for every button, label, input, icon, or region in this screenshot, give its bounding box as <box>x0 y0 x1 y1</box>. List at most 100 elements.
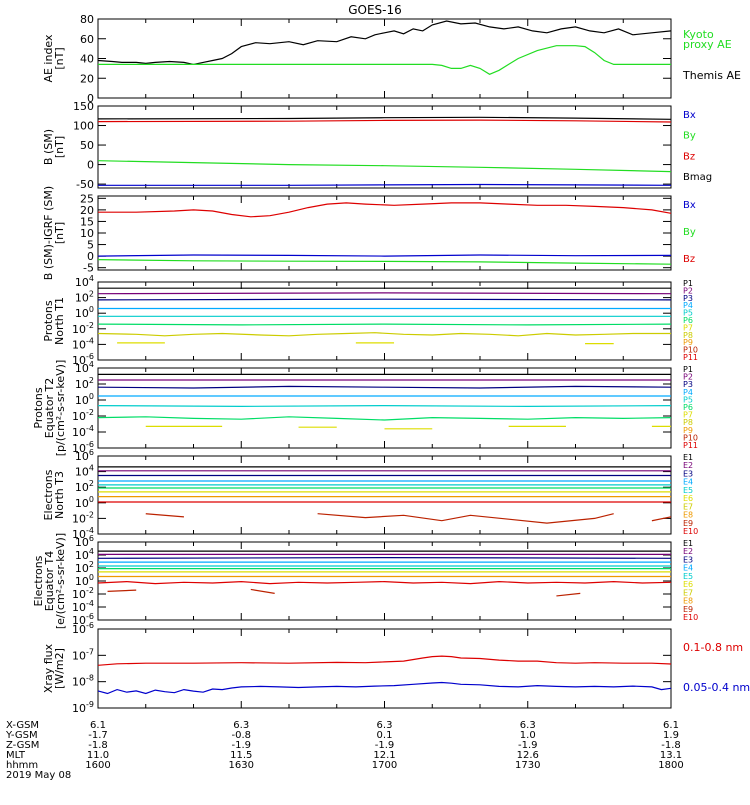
date-label: 2019 May 08 <box>6 770 71 781</box>
y-tick-label-pnt1: 104 <box>75 274 94 289</box>
y-tick-label-eet4: 10-6 <box>72 612 94 627</box>
legend-entry-eet4: E1 <box>683 539 693 548</box>
series-line-xray-0-05-0-4-nm <box>97 681 672 695</box>
y-tick-label-ae: 20 <box>80 72 94 85</box>
y-tick-label-bsm: 0 <box>87 159 94 172</box>
series-line-pnt1-p8 <box>97 332 671 337</box>
legend-entry-pet2: P9 <box>683 426 693 435</box>
legend-entry-ent3: E5 <box>683 486 693 495</box>
y-tick-label-pet2: 10-6 <box>72 440 94 455</box>
y-axis-label-bdiff: B (SM)-IGRF (SM) <box>42 186 55 280</box>
series-line-bsm-bmag <box>97 116 672 120</box>
y-tick-label-bsm: 100 <box>73 120 94 133</box>
legend-entry-pet2: P11 <box>683 441 698 450</box>
series-line-bdiff-bx <box>97 254 672 257</box>
legend-entry-pet2: P7 <box>683 411 693 420</box>
series-line-pet2-p3 <box>97 385 672 389</box>
legend-entry-ent3: E7 <box>683 502 693 511</box>
y-tick-label-ae: 0 <box>87 92 94 105</box>
y-tick-label-pet2: 102 <box>75 376 94 391</box>
legend-entry-pnt1: P9 <box>683 338 693 347</box>
y-tick-label-bdiff: 10 <box>80 227 94 240</box>
legend-entry-bsm: By <box>683 131 696 142</box>
series-line-bsm-bz <box>97 119 672 123</box>
y-axis-label-xray: [W/m2] <box>53 648 66 689</box>
y-axis-label-xray: Xray flux <box>42 643 55 693</box>
legend-entry-eet4: E8 <box>683 597 693 606</box>
legend-entry-pnt1: P6 <box>683 316 693 325</box>
legend-entry-pnt1: P3 <box>683 294 693 303</box>
y-tick-label-bdiff: -5 <box>83 262 94 275</box>
y-tick-label-ae: 60 <box>80 33 94 46</box>
y-tick-label-ae: 80 <box>80 13 94 26</box>
y-tick-label-pet2: 10-2 <box>72 408 94 423</box>
orbit-row-value: -1.8 <box>661 740 681 751</box>
orbit-row-value: 1.9 <box>663 730 679 741</box>
y-tick-label-xray: 10-7 <box>72 647 94 662</box>
orbit-row-value: -1.9 <box>375 740 395 751</box>
series-line-bdiff-by <box>97 259 672 265</box>
panel-frame-ent3 <box>97 455 672 535</box>
series-line-eet4-e3 <box>97 556 672 559</box>
legend-entry-ae: proxy AE <box>683 38 732 51</box>
series-segment-ent3 <box>651 516 672 522</box>
series-segment-eet4 <box>107 589 137 592</box>
orbit-row-value: 1700 <box>372 760 397 771</box>
y-axis-label-pnt1: Protons <box>42 300 55 341</box>
y-tick-label-ent3: 100 <box>75 495 94 510</box>
y-tick-label-pet2: 104 <box>75 360 94 375</box>
y-axis-label-bsm: [nT] <box>53 136 66 158</box>
y-tick-label-xray: 10-6 <box>72 621 94 636</box>
y-tick-label-bdiff: 5 <box>87 239 94 252</box>
series-line-pet2-p6 <box>97 416 672 421</box>
series-line-bsm-bx <box>98 183 672 186</box>
series-line-pet2-p5 <box>97 404 672 408</box>
orbit-row-value: 1800 <box>658 760 683 771</box>
orbit-row-value: 6.3 <box>520 720 536 731</box>
panel-frame-bdiff <box>97 195 672 271</box>
orbit-row-value: -1.7 <box>88 730 108 741</box>
y-tick-label-bdiff: 15 <box>80 215 94 228</box>
legend-entry-pet2: P4 <box>683 388 693 397</box>
orbit-row-label: Z-GSM <box>6 740 39 751</box>
y-tick-label-pnt1: 100 <box>75 305 94 320</box>
y-tick-label-ent3: 10-2 <box>72 510 94 525</box>
orbit-row-value: -0.8 <box>231 730 251 741</box>
orbit-row-value: 6.1 <box>90 720 106 731</box>
legend-entry-pnt1: P7 <box>683 323 693 332</box>
orbit-row-value: 11.5 <box>230 750 252 761</box>
y-axis-label-pet2: Protons <box>32 387 45 428</box>
y-tick-label-eet4: 106 <box>75 534 94 549</box>
y-axis-label-ent3: Electrons <box>42 469 55 520</box>
orbit-row-value: -1.8 <box>88 740 108 751</box>
series-segment-eet4 <box>556 592 581 597</box>
orbit-row-value: 13.1 <box>660 750 682 761</box>
legend-entry-ent3: E1 <box>683 453 693 462</box>
y-tick-label-bdiff: 20 <box>80 204 94 217</box>
legend-entry-eet4: E10 <box>683 613 698 622</box>
y-tick-label-eet4: 104 <box>75 547 94 562</box>
legend-entry-ae: Themis AE <box>682 69 741 82</box>
y-axis-label-pnt1: North T1 <box>53 297 66 345</box>
y-tick-label-eet4: 100 <box>75 573 94 588</box>
legend-entry-pet2: P10 <box>683 433 698 442</box>
y-tick-label-pnt1: 102 <box>75 290 94 305</box>
legend-entry-pnt1: P1 <box>683 279 693 288</box>
legend-entry-xray: 0.1-0.8 nm <box>683 641 743 654</box>
legend-entry-pnt1: P11 <box>683 353 698 362</box>
y-tick-label-bsm: -50 <box>76 178 94 191</box>
panel-frame-xray <box>97 628 672 709</box>
legend-entry-eet4: E4 <box>683 564 693 573</box>
y-tick-label-pet2: 100 <box>75 392 94 407</box>
y-tick-label-bsm: 50 <box>80 139 94 152</box>
legend-entry-pet2: P8 <box>683 418 693 427</box>
orbit-row-value: 1630 <box>229 760 254 771</box>
series-line-bsm-by <box>97 160 672 173</box>
orbit-row-value: 12.6 <box>517 750 539 761</box>
legend-entry-pet2: P5 <box>683 395 693 404</box>
legend-entry-ent3: E10 <box>683 527 698 536</box>
legend-entry-eet4: E5 <box>683 572 693 581</box>
y-tick-label-ent3: 10-4 <box>72 526 94 541</box>
